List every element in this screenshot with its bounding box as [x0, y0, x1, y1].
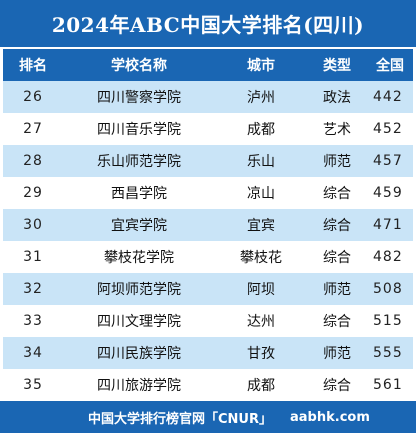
cell-city: 攀枝花 — [240, 250, 282, 266]
header-score: 全国 — [376, 58, 404, 74]
cell-type: 师范 — [323, 282, 351, 298]
cell-city: 凉山 — [247, 186, 275, 202]
cell-name: 四川民族学院 — [97, 346, 181, 362]
header-name: 学校名称 — [111, 58, 167, 74]
cell-score: 515 — [373, 313, 403, 329]
cell-score: 508 — [373, 281, 403, 297]
cell-score: 471 — [373, 217, 403, 233]
cell-type: 综合 — [323, 314, 351, 330]
table-row: 31 攀枝花学院 攀枝花 综合 482 — [3, 241, 413, 273]
ranking-table: 排名 学校名称 城市 类型 全国 26 四川警察学院 泸州 政法 442 27 四川音乐学院… — [3, 49, 413, 401]
cell-type: 政法 — [323, 90, 351, 106]
cell-city: 阿坝 — [247, 282, 275, 298]
cell-rank: 29 — [23, 185, 43, 201]
header-city: 城市 — [247, 58, 275, 74]
cell-type: 师范 — [323, 346, 351, 362]
table-row: 29 西昌学院 凉山 综合 459 — [3, 177, 413, 209]
table-row: 32 阿坝师范学院 阿坝 师范 508 — [3, 273, 413, 305]
table-row: 27 四川音乐学院 成都 艺术 452 — [3, 113, 413, 145]
footer-site: aabhk.com — [290, 409, 370, 425]
cell-rank: 34 — [23, 345, 43, 361]
cell-score: 561 — [373, 377, 403, 393]
table-row: 34 四川民族学院 甘孜 师范 555 — [3, 337, 413, 369]
cell-city: 甘孜 — [247, 346, 275, 362]
cell-score: 459 — [373, 185, 403, 201]
table-row: 35 四川旅游学院 成都 综合 561 — [3, 369, 413, 401]
cell-rank: 30 — [23, 217, 43, 233]
cell-rank: 35 — [23, 377, 43, 393]
cell-name: 攀枝花学院 — [104, 250, 174, 266]
cell-name: 四川警察学院 — [97, 90, 181, 106]
cell-rank: 27 — [23, 121, 43, 137]
cell-score: 442 — [373, 89, 403, 105]
cell-type: 综合 — [323, 378, 351, 394]
table-row: 28 乐山师范学院 乐山 师范 457 — [3, 145, 413, 177]
cell-city: 宜宾 — [247, 218, 275, 234]
cell-name: 乐山师范学院 — [97, 154, 181, 170]
cell-score: 452 — [373, 121, 403, 137]
cell-city: 乐山 — [247, 154, 275, 170]
cell-city: 成都 — [247, 122, 275, 138]
cell-rank: 26 — [23, 89, 43, 105]
cell-score: 457 — [373, 153, 403, 169]
cell-name: 四川旅游学院 — [97, 378, 181, 394]
table-row: 26 四川警察学院 泸州 政法 442 — [3, 81, 413, 113]
cell-rank: 33 — [23, 313, 43, 329]
table-header-row: 排名 学校名称 城市 类型 全国 — [3, 49, 413, 81]
cell-type: 综合 — [323, 218, 351, 234]
footer-bar: 中国大学排行榜官网「CNUR」 aabhk.com — [0, 401, 416, 433]
cell-score: 555 — [373, 345, 403, 361]
cell-score: 482 — [373, 249, 403, 265]
cell-name: 阿坝师范学院 — [97, 282, 181, 298]
cell-name: 四川音乐学院 — [97, 122, 181, 138]
cell-type: 师范 — [323, 154, 351, 170]
cell-rank: 28 — [23, 153, 43, 169]
cell-city: 达州 — [247, 314, 275, 330]
cell-rank: 32 — [23, 281, 43, 297]
cell-type: 艺术 — [323, 122, 351, 138]
cell-city: 成都 — [247, 378, 275, 394]
table-row: 30 宜宾学院 宜宾 综合 471 — [3, 209, 413, 241]
footer-source: 中国大学排行榜官网「CNUR」 — [88, 411, 272, 427]
cell-type: 综合 — [323, 250, 351, 266]
cell-city: 泸州 — [247, 90, 275, 106]
cell-rank: 31 — [23, 249, 43, 265]
table-row: 33 四川文理学院 达州 综合 515 — [3, 305, 413, 337]
header-type: 类型 — [323, 58, 351, 74]
cell-name: 西昌学院 — [111, 186, 167, 202]
cell-name: 宜宾学院 — [111, 218, 167, 234]
header-rank: 排名 — [19, 58, 47, 74]
cell-type: 综合 — [323, 186, 351, 202]
page-title: 2024年ABC中国大学排名(四川) — [0, 0, 416, 47]
cell-name: 四川文理学院 — [97, 314, 181, 330]
table-body: 26 四川警察学院 泸州 政法 442 27 四川音乐学院 成都 艺术 452 28 乐山师范学院 乐山… — [3, 81, 413, 401]
